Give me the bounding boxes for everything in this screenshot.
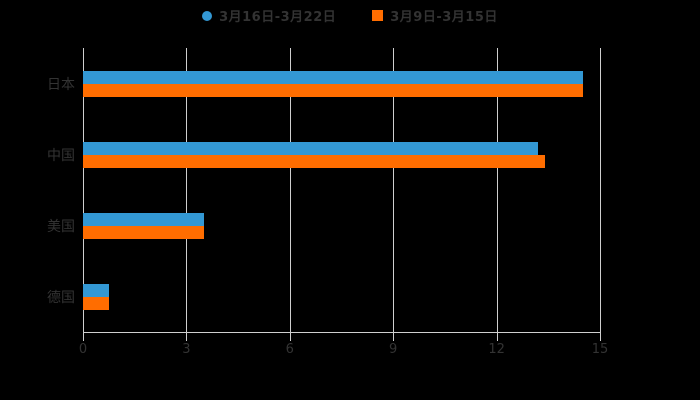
- legend-circle-icon: [202, 10, 213, 21]
- gridline: [186, 48, 188, 333]
- bar-group: [83, 213, 600, 240]
- x-axis-line: [83, 332, 600, 333]
- y-axis-label: 中国: [47, 147, 75, 164]
- gridline: [289, 48, 291, 333]
- gridline: [496, 48, 498, 333]
- bar-series-1: [83, 70, 583, 84]
- y-axis-label: 德国: [47, 290, 75, 307]
- category-row: 中国: [47, 119, 600, 190]
- bar-group: [83, 70, 600, 97]
- legend-item[interactable]: 3月16日-3月22日: [202, 6, 336, 25]
- legend-label: 3月16日-3月22日: [219, 10, 337, 25]
- bar-series-2: [83, 83, 583, 97]
- x-tick-mark: [83, 333, 84, 341]
- x-tick-label: 6: [285, 342, 294, 357]
- x-tick-mark: [393, 333, 395, 341]
- x-tick-label: 12: [488, 342, 505, 357]
- bar-series-1: [83, 213, 204, 227]
- y-axis-label: 日本: [47, 76, 75, 93]
- bar-series-1: [83, 141, 538, 155]
- category-row: 美国: [47, 191, 600, 262]
- bar-series-2: [83, 226, 204, 240]
- x-tick-label: 15: [591, 342, 609, 357]
- category-row: 德国: [47, 262, 600, 333]
- x-tick-mark: [186, 333, 188, 341]
- x-tick-mark: [289, 333, 291, 341]
- x-tick-mark: [496, 333, 498, 341]
- bar-series-2: [83, 297, 109, 311]
- rows-layer: 日本 中国 美国 德国: [47, 48, 600, 333]
- y-axis-line: [83, 48, 84, 333]
- legend-square-icon: [372, 10, 384, 21]
- plot-area: 日本中国美国德国 0 3 6 9 12 15: [47, 48, 608, 357]
- x-tick-mark: [600, 333, 601, 341]
- legend-item[interactable]: 3月9日-3月15日: [372, 6, 498, 25]
- gridline: [600, 48, 601, 333]
- bar-group: [83, 284, 600, 311]
- category-row: 日本: [47, 48, 600, 119]
- bar-group: [83, 141, 600, 168]
- x-tick-label: 9: [389, 342, 398, 357]
- bar-series-1: [83, 284, 109, 298]
- legend-label: 3月9日-3月15日: [390, 10, 498, 25]
- legend: 3月16日-3月22日 3月9日-3月15日: [0, 6, 700, 25]
- y-axis-label: 美国: [47, 219, 75, 236]
- gridline: [393, 48, 395, 333]
- bar-series-2: [83, 154, 545, 168]
- x-tick-label: 0: [78, 342, 88, 357]
- x-tick-label: 3: [182, 342, 191, 357]
